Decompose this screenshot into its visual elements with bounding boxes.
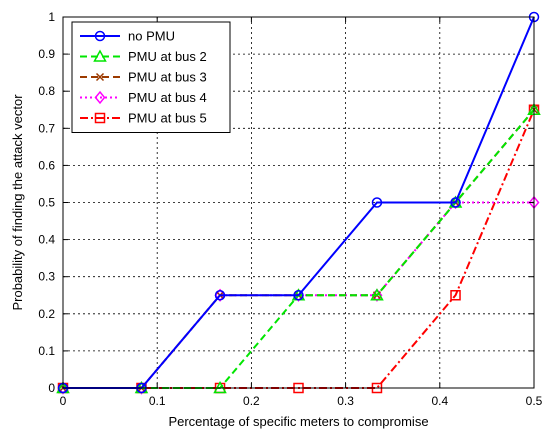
y-tick-label: 0.4 [38, 233, 55, 247]
legend-marker [93, 49, 107, 62]
data-point-no-pmu [371, 197, 383, 208]
data-point-pmu-at-bus-4 [371, 288, 383, 302]
series-pmu-at-bus-2 [56, 102, 541, 394]
series-line-pmu-at-bus-3 [63, 109, 535, 389]
y-tick-label: 0 [48, 381, 55, 395]
y-tick-label: 1 [48, 10, 55, 24]
x-tick-label: 0.4 [431, 394, 448, 408]
legend-item-no-pmu: no PMU [80, 29, 175, 44]
data-point-no-pmu [214, 290, 226, 301]
legend: no PMU PMU at bus 2 PMU at bus 3 PMU at bus… [71, 21, 231, 133]
legend-marker [94, 30, 106, 42]
legend-marker [94, 112, 106, 124]
y-tick-label: 0.5 [38, 196, 55, 210]
legend-marker [94, 90, 106, 105]
y-tick-label: 0.3 [38, 270, 55, 284]
x-tick-label: 0.2 [243, 394, 260, 408]
y-tick-label: 0.7 [38, 121, 55, 135]
data-point-pmu-at-bus-5 [450, 290, 461, 301]
legend-label: PMU at bus 3 [128, 70, 207, 85]
data-point-pmu-at-bus-4 [57, 381, 69, 395]
data-point-no-pmu [293, 290, 304, 301]
legend-label: PMU at bus 4 [128, 90, 207, 105]
legend-label: no PMU [128, 29, 175, 44]
y-tick-label: 0.9 [38, 47, 55, 61]
legend-label: PMU at bus 5 [128, 111, 207, 126]
y-tick-label: 0.1 [38, 344, 55, 358]
grid-lines [63, 17, 534, 388]
y-tick-label: 0.8 [38, 84, 55, 98]
legend-item-pmu-at-bus-5: PMU at bus 5 [80, 111, 207, 126]
axis-ticks: 0 0.1 0.2 0.3 0.4 0.5 0 0.1 0.2 0.3 0.4 0.5 0.6 0.7 0.… [38, 10, 542, 408]
y-tick-label: 0.2 [38, 307, 55, 321]
data-point-pmu-at-bus-4 [450, 195, 462, 210]
series-line-pmu-at-bus-5 [63, 109, 535, 389]
legend-item-pmu-at-bus-3: PMU at bus 3 [80, 70, 207, 85]
x-tick-label: 0.3 [337, 394, 354, 408]
x-tick-label: 0 [60, 394, 67, 408]
data-point-pmu-at-bus-4 [135, 381, 147, 395]
x-marker-stroke [95, 72, 105, 82]
legend-marker [95, 72, 105, 82]
data-point-pmu-at-bus-4 [214, 288, 226, 302]
series-pmu-at-bus-4 [57, 195, 540, 395]
x-tick-label: 0.1 [149, 394, 166, 408]
legend-item-pmu-at-bus-2: PMU at bus 2 [80, 49, 207, 64]
y-tick-label: 0.6 [38, 158, 55, 172]
data-point-pmu-at-bus-4 [293, 288, 304, 302]
legend-item-pmu-at-bus-4: PMU at bus 4 [80, 90, 207, 105]
y-axis-label: Probability of finding the attack vector [10, 94, 25, 311]
series-pmu-at-bus-3 [58, 105, 539, 393]
legend-label: PMU at bus 2 [128, 49, 207, 64]
series-pmu-at-bus-5 [57, 104, 540, 394]
data-point-pmu-at-bus-2 [370, 288, 384, 301]
x-tick-label: 0.5 [526, 394, 543, 408]
series-line-pmu-at-bus-2 [63, 109, 535, 389]
data-point-no-pmu [450, 197, 461, 208]
x-axis-label: Percentage of specific meters to comprom… [168, 414, 428, 429]
